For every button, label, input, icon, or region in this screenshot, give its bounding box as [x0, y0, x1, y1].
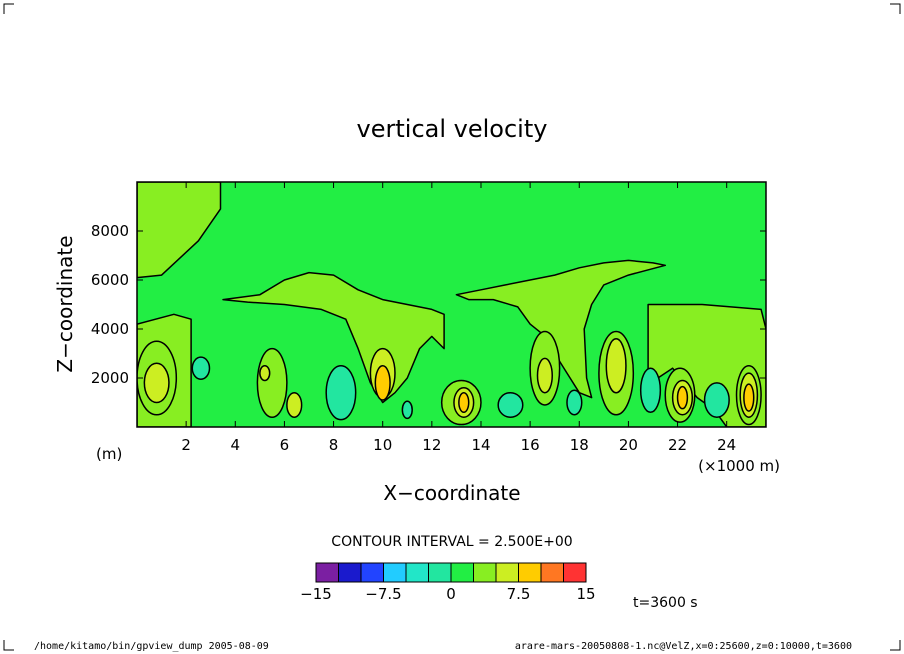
colorbar-swatch [450, 562, 474, 583]
contour-region-27 [497, 391, 524, 418]
colorbar-swatch [428, 562, 452, 583]
colorbar-swatch [338, 562, 362, 583]
x-axis-ticks: 2 4 6 8 10 12 14 16 18 20 22 24 [181, 182, 736, 454]
footer-right: arare-mars-20050808-1.nc@VelZ,x=0:25600,… [515, 641, 852, 652]
contour-region-3 [455, 259, 667, 399]
colorbar-tick-label: −15 [300, 585, 332, 603]
contour-region-23 [676, 385, 689, 410]
colorbar-swatch [540, 562, 564, 583]
contour-region-26 [325, 365, 357, 421]
x-tick-label: 18 [570, 436, 589, 454]
x-unit-label: (×1000 m) [698, 457, 780, 475]
contour-region-13 [259, 365, 271, 382]
contour-region-1 [137, 182, 222, 279]
colorbar-swatch [563, 562, 587, 583]
contour-region-25 [191, 356, 211, 380]
x-tick-label: 14 [471, 436, 490, 454]
x-tick-label: 22 [668, 436, 687, 454]
x-tick-label: 2 [181, 436, 191, 454]
y-tick-label: 8000 [91, 222, 129, 240]
time-label: t=3600 s [633, 595, 698, 611]
contour-region-20 [286, 391, 303, 418]
x-tick-label: 16 [521, 436, 540, 454]
colorbar-tick-label: 7.5 [507, 585, 531, 603]
x-tick-label: 24 [717, 436, 736, 454]
x-tick-label: 4 [231, 436, 241, 454]
contour-regions [137, 182, 766, 427]
contour-region-17 [605, 338, 627, 394]
contour-region-29 [703, 382, 730, 418]
contour-region-22 [458, 391, 470, 414]
contour-region-31 [566, 389, 583, 416]
colorbar-tick-label: 15 [576, 585, 595, 603]
colorbar-swatch [383, 562, 407, 583]
contour-interval-label: CONTOUR INTERVAL = 2.500E+00 [331, 534, 572, 550]
colorbar-swatch [495, 562, 519, 583]
corner-marks [3, 3, 901, 651]
contour-region-16 [536, 357, 553, 394]
corner-mark-top-right [890, 3, 901, 14]
colorbar-swatch [360, 562, 384, 583]
x-axis-title: X−coordinate [383, 481, 520, 505]
colorbar-swatch [473, 562, 497, 583]
corner-mark-bottom-right [890, 640, 901, 651]
colorbar-swatch [315, 562, 339, 583]
plot-frame [136, 181, 767, 428]
y-axis-ticks: 2000 4000 6000 8000 [91, 222, 766, 387]
colorbar-swatch [518, 562, 542, 583]
colorbar-swatch [405, 562, 429, 583]
chart-title: vertical velocity [357, 115, 548, 143]
colorbar-tick-label: −7.5 [365, 585, 401, 603]
x-tick-label: 12 [422, 436, 441, 454]
y-tick-label: 4000 [91, 320, 129, 338]
contour-region-21 [374, 365, 391, 401]
y-tick-label: 2000 [91, 369, 129, 387]
colorbar [315, 562, 587, 583]
y-unit-label: (m) [96, 445, 122, 463]
corner-mark-top-left [3, 3, 14, 14]
colorbar-tick-label: 0 [446, 585, 456, 603]
x-tick-label: 6 [280, 436, 290, 454]
footer-left: /home/kitamo/bin/gpview_dump 2005-08-09 [34, 641, 269, 652]
y-tick-label: 6000 [91, 271, 129, 289]
y-axis-title: Z−coordinate [53, 235, 77, 372]
corner-mark-bottom-left [3, 640, 14, 651]
x-tick-label: 10 [373, 436, 392, 454]
contour-region-12 [143, 362, 170, 404]
contour-region-24 [743, 383, 755, 412]
colorbar-tick-labels: −15 −7.5 0 7.5 15 [300, 585, 595, 603]
x-tick-label: 8 [329, 436, 339, 454]
contour-region-30 [401, 400, 413, 420]
x-tick-label: 20 [619, 436, 638, 454]
contour-region-28 [639, 367, 662, 414]
contour-region-5 [256, 347, 288, 418]
